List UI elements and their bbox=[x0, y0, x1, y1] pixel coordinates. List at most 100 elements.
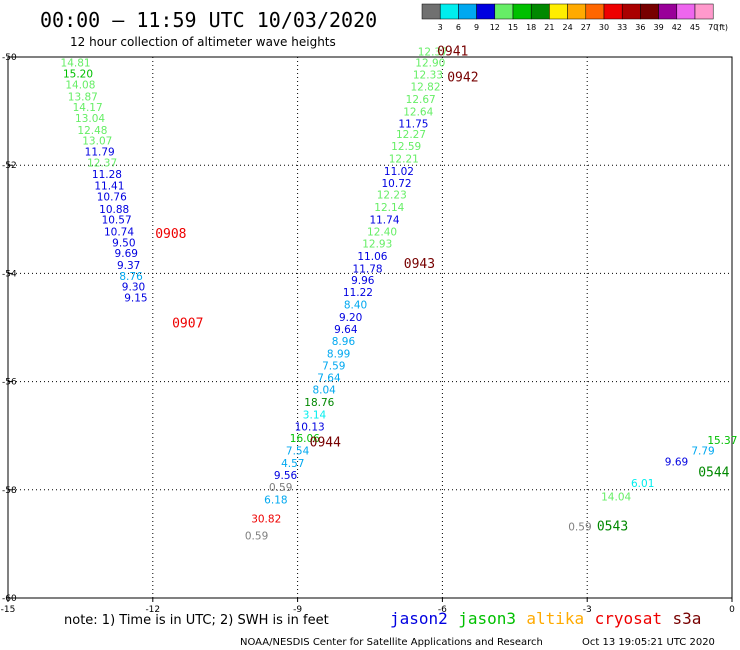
swh-value: 12.40 bbox=[367, 227, 397, 239]
swh-value: 8.96 bbox=[332, 336, 356, 348]
x-tick-label: -12 bbox=[145, 605, 160, 615]
legend-entry: cryosat bbox=[595, 609, 662, 628]
swh-value: 14.81 bbox=[61, 58, 91, 70]
swh-value: 9.69 bbox=[665, 456, 688, 468]
swh-value: 9.20 bbox=[339, 312, 362, 324]
swh-value: 9.37 bbox=[117, 260, 140, 272]
time-labels: 0941 0942 0908 0943 0907 0944 0544 0543 bbox=[155, 44, 729, 534]
swh-value: 0.59 bbox=[269, 482, 292, 494]
swh-value: 10.74 bbox=[104, 227, 134, 239]
color-scale-label: 6 bbox=[456, 23, 461, 32]
color-scale-label: 9 bbox=[474, 23, 479, 32]
swh-value: 11.22 bbox=[343, 287, 373, 299]
y-tick-label: -60 bbox=[2, 594, 17, 604]
swh-value: 12.23 bbox=[377, 190, 407, 202]
plot-frame bbox=[7, 56, 733, 599]
swh-value: 7.54 bbox=[286, 446, 310, 458]
color-swatch bbox=[494, 3, 514, 20]
legend-entry: jason2 bbox=[390, 609, 448, 628]
swh-value: 6.01 bbox=[631, 478, 654, 490]
color-swatch bbox=[476, 3, 496, 20]
color-swatch bbox=[421, 3, 441, 20]
y-tick-label: -56 bbox=[2, 378, 17, 388]
color-swatch bbox=[603, 3, 623, 20]
swh-value: 12.82 bbox=[410, 82, 440, 94]
swh-value: 13.04 bbox=[75, 113, 105, 125]
swh-value: 11.41 bbox=[94, 181, 124, 193]
swh-value: 18.76 bbox=[304, 397, 334, 409]
swh-value: 6.18 bbox=[264, 494, 287, 506]
pass-time-label: 0941 bbox=[437, 44, 468, 59]
legend-entry: jason3 bbox=[458, 609, 516, 628]
color-swatch bbox=[621, 3, 641, 20]
color-swatch bbox=[549, 3, 568, 20]
swh-value: 9.56 bbox=[274, 470, 298, 482]
color-swatch bbox=[640, 3, 659, 20]
swh-value: 8.99 bbox=[327, 348, 350, 360]
color-swatch bbox=[676, 3, 696, 20]
color-scale-label: 42 bbox=[672, 23, 682, 32]
swh-value: 12.48 bbox=[77, 125, 107, 137]
swh-value: 8.76 bbox=[119, 271, 143, 283]
swh-value: 11.79 bbox=[85, 146, 115, 158]
swh-value: 12.27 bbox=[396, 129, 426, 141]
x-tick-label: -9 bbox=[293, 605, 302, 615]
color-scale-label: 21 bbox=[544, 23, 554, 32]
x-tick-label: -15 bbox=[1, 605, 16, 615]
y-tick-label: -54 bbox=[2, 269, 17, 279]
swh-value: 11.78 bbox=[353, 263, 383, 275]
color-scale-label: 39 bbox=[654, 23, 664, 32]
y-tick-label: -58 bbox=[2, 486, 17, 496]
color-swatch bbox=[530, 3, 550, 20]
color-swatch bbox=[567, 3, 587, 20]
axis-ticks: -15 -12 -9 -6 -3 0 -50 -52 -54 -56 -58 -60 bbox=[1, 53, 735, 615]
swh-value: 7.59 bbox=[322, 361, 345, 373]
color-scale-label: 15 bbox=[508, 23, 518, 32]
swh-value: 12.67 bbox=[406, 94, 436, 106]
swh-value: 11.02 bbox=[384, 166, 414, 178]
color-scale-label: 70 bbox=[708, 23, 718, 32]
color-swatch bbox=[658, 3, 678, 20]
color-swatch bbox=[585, 3, 605, 20]
x-tick-label: -3 bbox=[583, 605, 592, 615]
swh-value: 8.04 bbox=[312, 385, 336, 397]
timestamp: Oct 13 19:05:21 UTC 2020 bbox=[582, 637, 715, 648]
color-scale-unit: (ft) bbox=[716, 23, 728, 32]
data-points: 14.8115.2014.0813.8714.1713.0412.4813.07… bbox=[61, 46, 738, 542]
swh-value: 9.15 bbox=[124, 293, 147, 305]
swh-value: 9.64 bbox=[334, 324, 358, 336]
footer-note: note: 1) Time is in UTC; 2) SWH is in fe… bbox=[64, 613, 329, 628]
swh-value: 12.14 bbox=[374, 202, 404, 214]
swh-value: 16.06 bbox=[290, 433, 320, 445]
swh-value: 10.72 bbox=[382, 178, 412, 190]
swh-value: 30.82 bbox=[251, 513, 281, 525]
swh-value: 8.40 bbox=[344, 300, 367, 312]
swh-value: 15.37 bbox=[707, 435, 737, 447]
legend-entry: altika bbox=[526, 609, 584, 628]
swh-value: 12.93 bbox=[362, 238, 392, 250]
color-swatch bbox=[439, 3, 459, 20]
color-scale-label: 18 bbox=[526, 23, 536, 32]
swh-value: 12.59 bbox=[391, 141, 421, 153]
swh-value: 4.57 bbox=[281, 458, 304, 470]
pass-time-label: 0944 bbox=[310, 436, 341, 451]
color-scale-label: 24 bbox=[563, 23, 573, 32]
swh-value: 13.87 bbox=[68, 91, 98, 103]
color-scale-bar: 3 6 9 12 15 18 21 24 27 30 33 36 39 42 45 70(ft) bbox=[421, 3, 728, 32]
swh-value: 10.76 bbox=[97, 191, 127, 203]
swh-value: 0.59 bbox=[245, 531, 268, 543]
pass-time-label: 0544 bbox=[698, 465, 729, 480]
color-swatch bbox=[512, 3, 532, 20]
credit-line: NOAA/NESDIS Center for Satellite Applica… bbox=[240, 637, 543, 648]
swh-value: 10.57 bbox=[102, 215, 132, 227]
chart-subtitle: 12 hour collection of altimeter wave hei… bbox=[70, 35, 336, 49]
swh-value: 12.64 bbox=[403, 106, 433, 118]
color-scale-label: 33 bbox=[617, 23, 627, 32]
grid-lines bbox=[8, 57, 732, 598]
swh-value: 9.50 bbox=[112, 237, 135, 249]
swh-value: 3.14 bbox=[303, 409, 327, 421]
pass-time-label: 0543 bbox=[597, 519, 628, 534]
y-tick-label: -52 bbox=[2, 161, 17, 171]
chart-title: 00:00 – 11:59 UTC 10/03/2020 bbox=[40, 8, 377, 32]
